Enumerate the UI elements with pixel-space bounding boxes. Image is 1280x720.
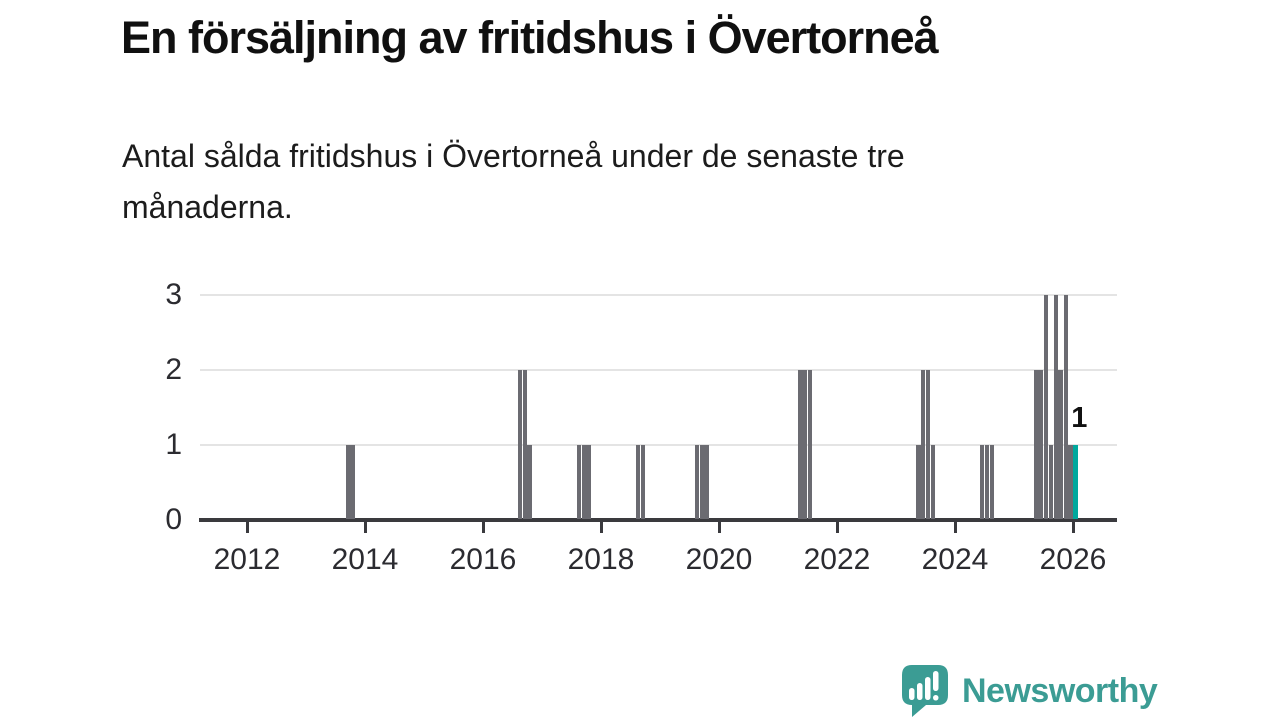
bar (989, 445, 995, 519)
brand-footer: Newsworthy (901, 664, 1158, 718)
x-axis-tick (363, 521, 367, 533)
bar (916, 445, 921, 519)
x-axis-tick (599, 521, 603, 533)
bar (802, 370, 808, 519)
bar (930, 445, 936, 519)
x-axis-line (199, 517, 1117, 522)
latest-value-label: 1 (1071, 402, 1088, 434)
gridline (200, 444, 1117, 446)
bar (1068, 445, 1073, 519)
x-axis-tick-label: 2012 (213, 543, 281, 576)
x-axis-tick (717, 521, 721, 533)
newsworthy-logo-icon (902, 665, 948, 717)
x-axis-tick-label: 2020 (685, 543, 753, 576)
bar (345, 445, 351, 519)
chart-title: En försäljning av fritidshus i Övertorne… (121, 12, 939, 63)
y-axis-tick-label: 3 (165, 278, 182, 311)
bar (920, 370, 926, 519)
bar (581, 445, 587, 519)
x-axis-tick (481, 521, 485, 533)
bar (807, 370, 813, 519)
bar (979, 445, 985, 519)
bar (694, 445, 700, 519)
x-axis-tick-label: 2026 (1039, 543, 1107, 576)
bar (1038, 370, 1044, 519)
y-axis-tick-label: 2 (165, 353, 182, 386)
highlighted-bar (1073, 445, 1078, 519)
bar (798, 370, 803, 519)
x-axis-tick-label: 2024 (921, 543, 989, 576)
x-axis-tick (835, 521, 839, 533)
bar (576, 445, 582, 519)
bar (704, 445, 709, 519)
bar (984, 445, 990, 519)
gridline (200, 294, 1117, 296)
bar (522, 370, 528, 519)
bar (1043, 295, 1049, 519)
brand-name: Newsworthy (962, 671, 1158, 710)
bar (586, 445, 591, 519)
x-axis-tick (953, 521, 957, 533)
y-axis-tick-label: 0 (165, 503, 182, 536)
x-axis-tick-label: 2014 (331, 543, 399, 576)
bar (635, 445, 641, 519)
bar (1048, 445, 1054, 519)
y-axis-tick-label: 1 (165, 428, 182, 461)
chart-subtitle: Antal sålda fritidshus i Övertorneå unde… (122, 138, 905, 225)
x-axis-tick-label: 2022 (803, 543, 871, 576)
bar (1034, 370, 1039, 519)
bar (350, 445, 355, 519)
bar (1053, 295, 1059, 519)
bar (640, 445, 646, 519)
bar (1058, 370, 1063, 519)
gridline (200, 369, 1117, 371)
bar (527, 445, 532, 519)
x-axis-tick (1071, 521, 1075, 533)
x-axis-tick-label: 2018 (567, 543, 635, 576)
bar (517, 370, 523, 519)
bar (925, 370, 931, 519)
x-axis-tick (245, 521, 249, 533)
bar (1063, 295, 1069, 519)
x-axis-tick-label: 2016 (449, 543, 517, 576)
bar (699, 445, 705, 519)
